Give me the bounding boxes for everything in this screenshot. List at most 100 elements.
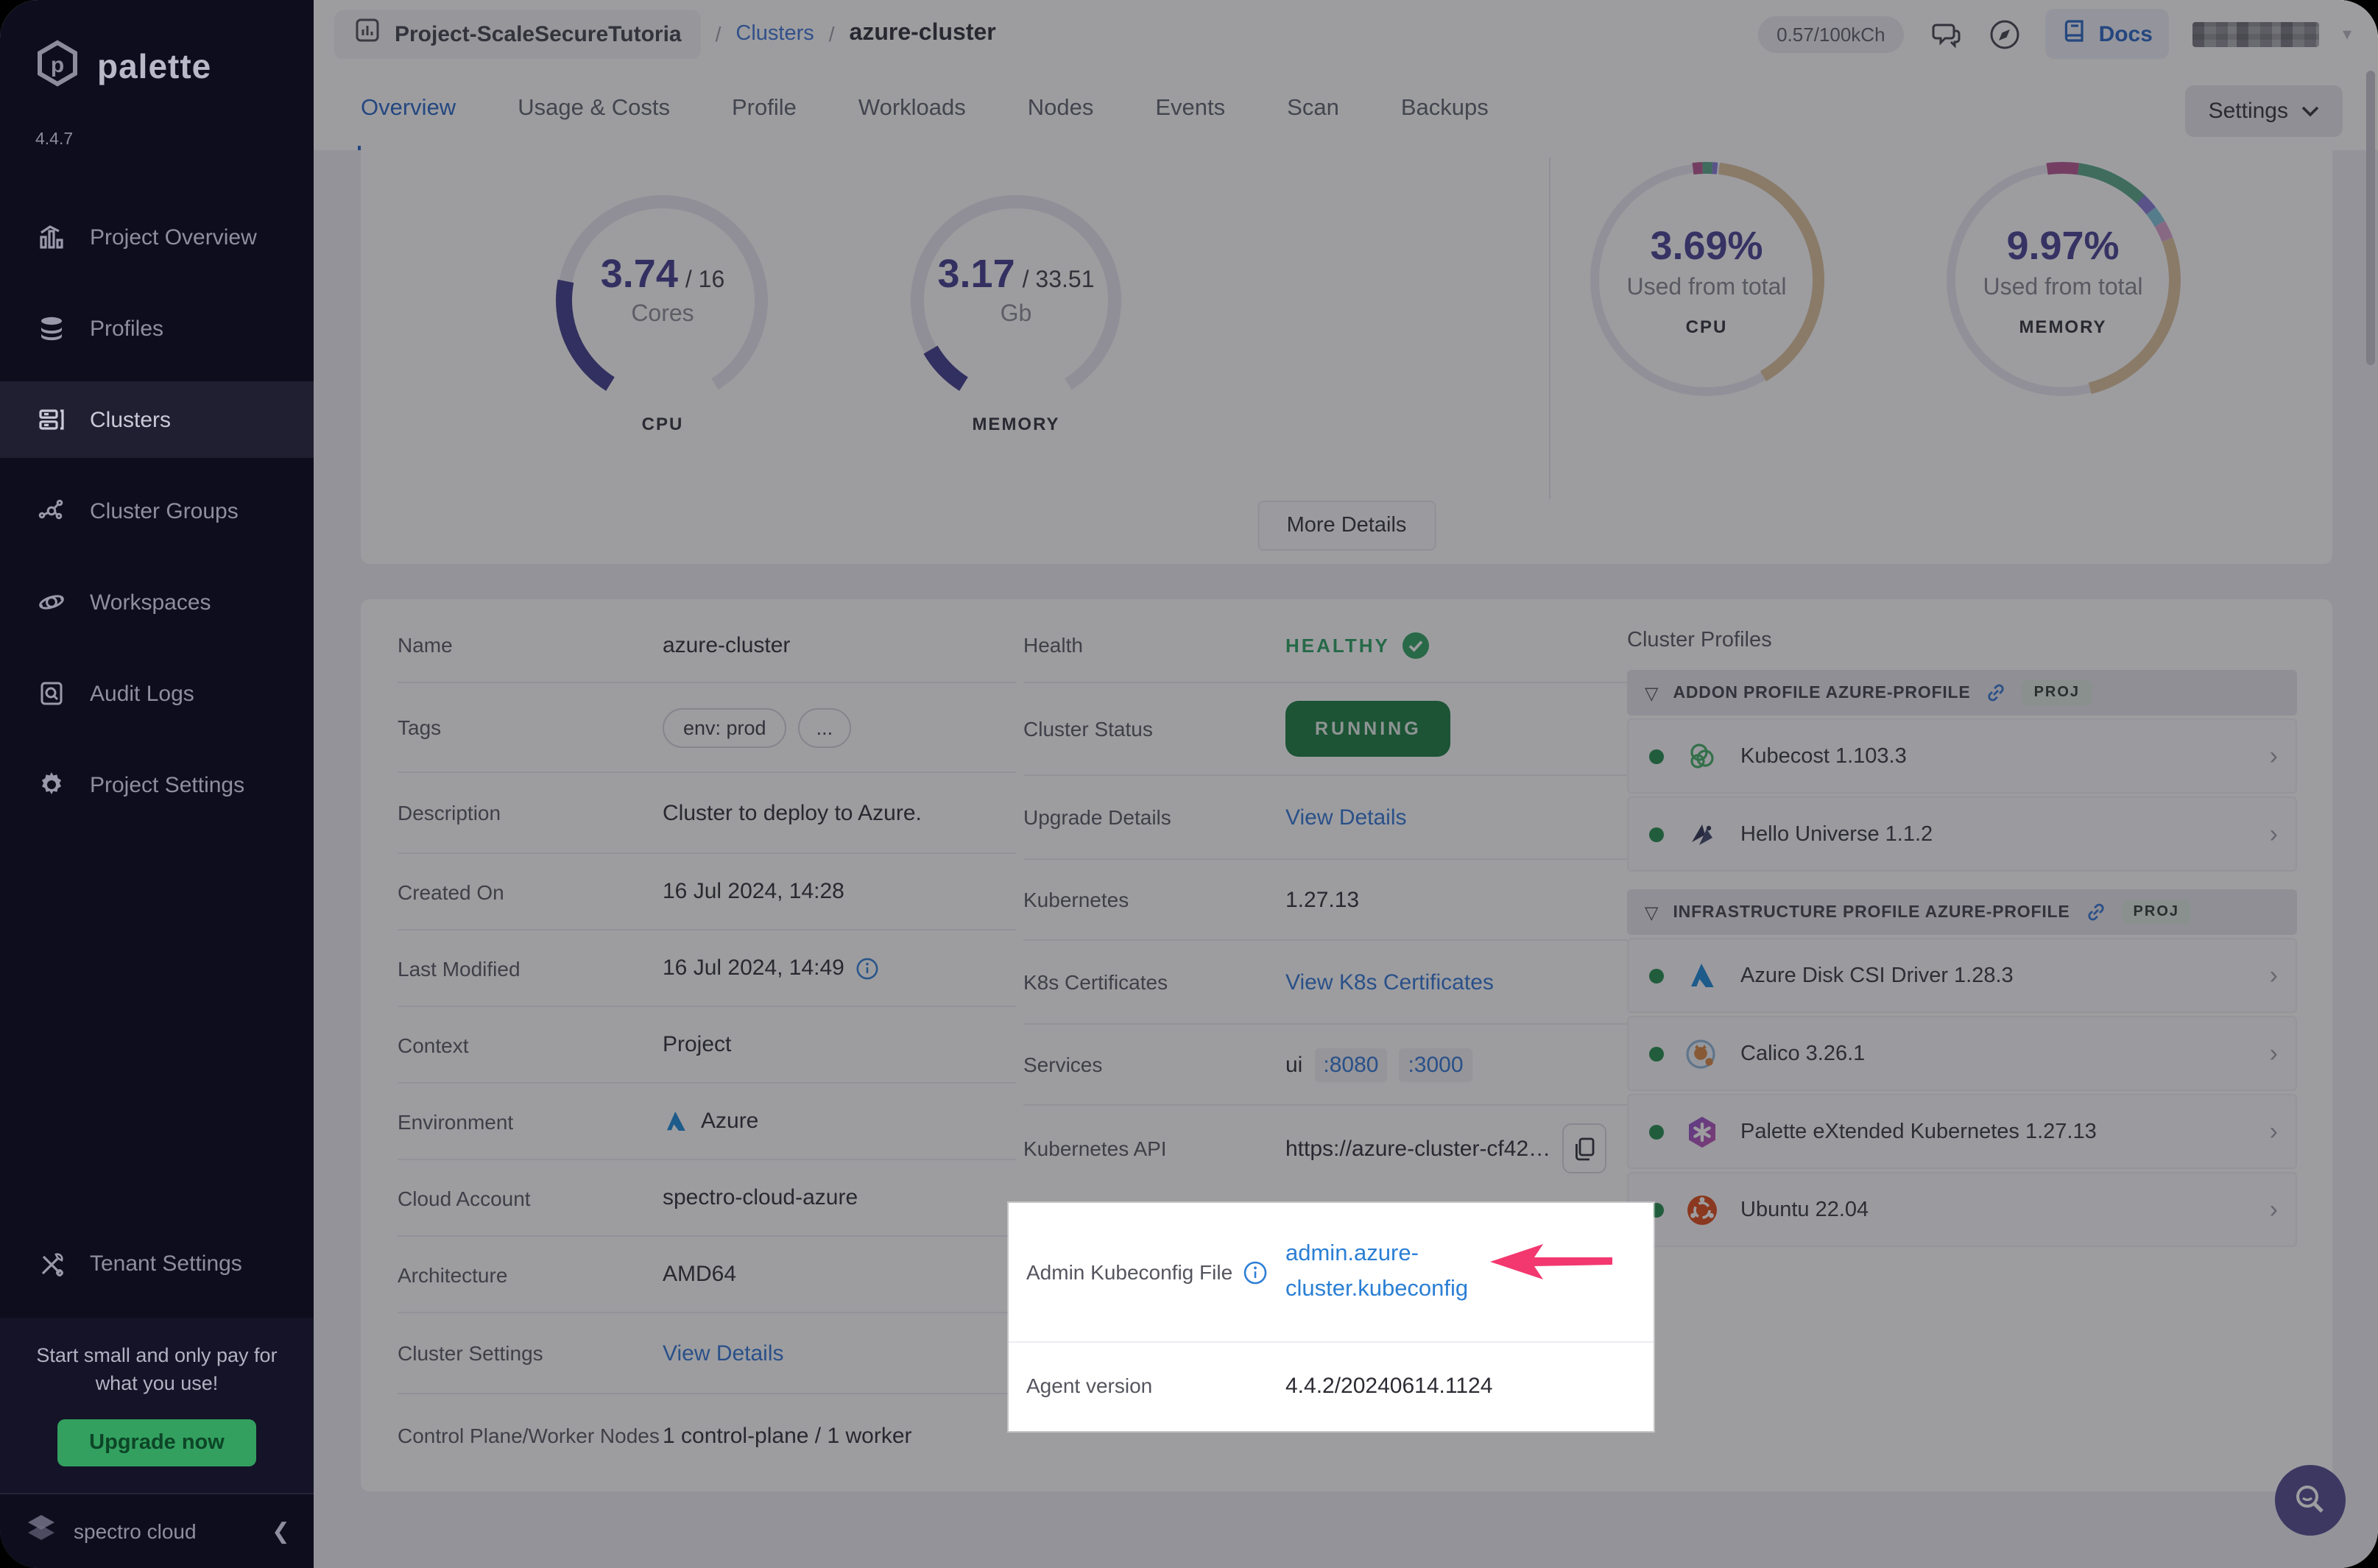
view-details-link[interactable]: View Details bbox=[663, 1341, 784, 1366]
service-port-link[interactable]: :8080 bbox=[1314, 1048, 1388, 1081]
detail-row-kubernetes: Kubernetes 1.27.13 bbox=[1023, 860, 1627, 941]
addon-profile-header[interactable]: ▽ ADDON PROFILE AZURE-PROFILE PROJ bbox=[1627, 670, 2297, 716]
detail-row-architecture: Architecture AMD64 bbox=[398, 1237, 1016, 1313]
version-label: 4.4.7 bbox=[35, 131, 74, 149]
gear-icon bbox=[35, 769, 68, 801]
chevron-down-icon bbox=[2301, 105, 2319, 116]
project-chart-icon bbox=[353, 16, 381, 52]
service-name: ui bbox=[1285, 1052, 1303, 1077]
cpu-donut-caption: Used from total bbox=[1626, 275, 1787, 300]
profile-item-azure-disk-csi[interactable]: Azure Disk CSI Driver 1.28.3 › bbox=[1627, 938, 2297, 1013]
row-value: Cluster to deploy to Azure. bbox=[663, 800, 922, 825]
sidebar-item-profiles[interactable]: Profiles bbox=[0, 290, 314, 367]
row-value: spectro-cloud-azure bbox=[663, 1185, 858, 1210]
sidebar-item-project-settings[interactable]: Project Settings bbox=[0, 746, 314, 823]
view-k8s-certificates-link[interactable]: View K8s Certificates bbox=[1285, 970, 1494, 995]
chevron-right-icon: › bbox=[2269, 1117, 2278, 1145]
row-value: 16 Jul 2024, 14:28 bbox=[663, 879, 844, 904]
admin-kubeconfig-link[interactable]: admin.azure-cluster.kubeconfig bbox=[1285, 1240, 1469, 1302]
copy-api-url-button[interactable] bbox=[1562, 1123, 1607, 1173]
tab-workloads[interactable]: Workloads bbox=[858, 95, 966, 120]
sidebar-item-tenant-settings[interactable]: Tenant Settings bbox=[0, 1226, 314, 1303]
profile-item-hello-universe[interactable]: Hello Universe 1.1.2 › bbox=[1627, 797, 2297, 872]
row-label: Tags bbox=[398, 716, 442, 739]
info-icon[interactable] bbox=[1243, 1260, 1268, 1285]
breadcrumb-clusters-link[interactable]: Clusters bbox=[735, 22, 814, 46]
infrastructure-profile-header[interactable]: ▽ INFRASTRUCTURE PROFILE AZURE-PROFILE P… bbox=[1627, 889, 2297, 935]
search-fab-button[interactable] bbox=[2275, 1465, 2346, 1536]
upgrade-now-button[interactable]: Upgrade now bbox=[57, 1419, 257, 1466]
service-port-link[interactable]: :3000 bbox=[1399, 1048, 1472, 1081]
profile-item-kubecost[interactable]: Kubecost 1.103.3 › bbox=[1627, 718, 2297, 794]
breadcrumb-cluster-name: azure-cluster bbox=[849, 21, 996, 46]
breadcrumb-project: Project-ScaleSecureTutoria bbox=[395, 21, 682, 46]
profile-item-name: Ubuntu 22.04 bbox=[1740, 1198, 1869, 1221]
sidebar-item-audit-logs[interactable]: Audit Logs bbox=[0, 655, 314, 732]
info-icon[interactable] bbox=[856, 956, 880, 980]
breadcrumb-separator: / bbox=[715, 22, 721, 46]
row-value: 1 control-plane / 1 worker bbox=[663, 1423, 912, 1448]
row-label: Kubernetes bbox=[1023, 888, 1129, 911]
sidebar-item-label: Profiles bbox=[90, 316, 164, 341]
row-label: Admin Kubeconfig File bbox=[1026, 1260, 1233, 1284]
profile-item-calico[interactable]: Calico 3.26.1 › bbox=[1627, 1016, 2297, 1091]
memory-donut-label: MEMORY bbox=[2019, 316, 2107, 336]
proj-badge: PROJ bbox=[2121, 900, 2191, 925]
detail-row-services: Services ui :8080 :3000 bbox=[1023, 1025, 1627, 1106]
compass-icon[interactable] bbox=[1987, 16, 2022, 52]
chevron-down-icon: ▾ bbox=[2342, 24, 2351, 44]
server-icon bbox=[35, 403, 68, 436]
cpu-used-percent: 3.69% bbox=[1650, 223, 1763, 267]
cluster-profiles-title: Cluster Profiles bbox=[1627, 629, 1772, 652]
detail-row-created-on: Created On 16 Jul 2024, 14:28 bbox=[398, 854, 1016, 930]
row-label: Agent version bbox=[1026, 1374, 1153, 1397]
settings-button[interactable]: Settings bbox=[2184, 85, 2343, 137]
running-status-badge: RUNNING bbox=[1285, 701, 1451, 757]
project-selector[interactable]: Project-ScaleSecureTutoria bbox=[334, 10, 701, 58]
tab-nodes[interactable]: Nodes bbox=[1027, 95, 1094, 120]
tags-more-pill[interactable]: ... bbox=[798, 707, 851, 747]
profile-item-palette-extended-k8s[interactable]: Palette eXtended Kubernetes 1.27.13 › bbox=[1627, 1094, 2297, 1169]
memory-gauge-label: MEMORY bbox=[972, 414, 1060, 434]
cpu-donut-label: CPU bbox=[1685, 316, 1728, 336]
sidebar-item-cluster-groups[interactable]: Cluster Groups bbox=[0, 473, 314, 549]
tab-profile[interactable]: Profile bbox=[732, 95, 797, 120]
usage-credits-badge: 0.57/100kCh bbox=[1757, 15, 1905, 52]
detail-row-name: Name azure-cluster bbox=[398, 608, 1016, 683]
upgrade-view-details-link[interactable]: View Details bbox=[1285, 805, 1407, 830]
scrollbar-thumb[interactable] bbox=[2366, 71, 2375, 365]
breadcrumb-separator: / bbox=[828, 22, 835, 46]
profile-item-name: Palette eXtended Kubernetes 1.27.13 bbox=[1740, 1120, 2097, 1143]
sidebar-item-project-overview[interactable]: Project Overview bbox=[0, 199, 314, 275]
tab-scan[interactable]: Scan bbox=[1287, 95, 1339, 120]
profile-item-ubuntu[interactable]: Ubuntu 22.04 › bbox=[1627, 1172, 2297, 1247]
tab-events[interactable]: Events bbox=[1155, 95, 1226, 120]
status-dot bbox=[1649, 968, 1664, 983]
chevron-right-icon: › bbox=[2269, 741, 2278, 769]
chat-icon[interactable] bbox=[1928, 16, 1964, 52]
collapse-sidebar-icon[interactable]: ❮ bbox=[271, 1519, 290, 1544]
docs-button[interactable]: Docs bbox=[2045, 9, 2169, 59]
search-icon bbox=[2296, 1486, 2324, 1513]
palette-wordmark: palette bbox=[97, 47, 212, 85]
row-label: Health bbox=[1023, 633, 1083, 657]
copy-icon bbox=[1575, 1137, 1594, 1160]
tab-usage-costs[interactable]: Usage & Costs bbox=[518, 95, 670, 120]
user-name-redacted[interactable] bbox=[2192, 21, 2319, 46]
sidebar-item-clusters[interactable]: Clusters bbox=[0, 381, 314, 458]
detail-row-cluster-settings: Cluster Settings View Details bbox=[398, 1313, 1016, 1394]
chevron-down-icon: ▽ bbox=[1645, 902, 1659, 922]
detail-row-health: Health HEALTHY bbox=[1023, 608, 1627, 683]
sidebar-footer: spectro cloud ❮ bbox=[0, 1493, 314, 1568]
sidebar-nav: Project Overview Profiles Clusters bbox=[0, 199, 314, 838]
more-details-button[interactable]: More Details bbox=[1257, 501, 1436, 551]
detail-row-nodes: Control Plane/Worker Nodes 1 control-pla… bbox=[398, 1394, 1016, 1477]
azure-icon bbox=[667, 1111, 685, 1130]
agent-version-value: 4.4.2/20240614.1124 bbox=[1285, 1373, 1493, 1398]
book-icon bbox=[2062, 18, 2089, 50]
tab-backups[interactable]: Backups bbox=[1400, 95, 1489, 120]
tag-env-prod[interactable]: env: prod bbox=[663, 707, 787, 747]
check-circle-icon bbox=[1402, 632, 1429, 658]
sidebar-item-workspaces[interactable]: Workspaces bbox=[0, 564, 314, 640]
